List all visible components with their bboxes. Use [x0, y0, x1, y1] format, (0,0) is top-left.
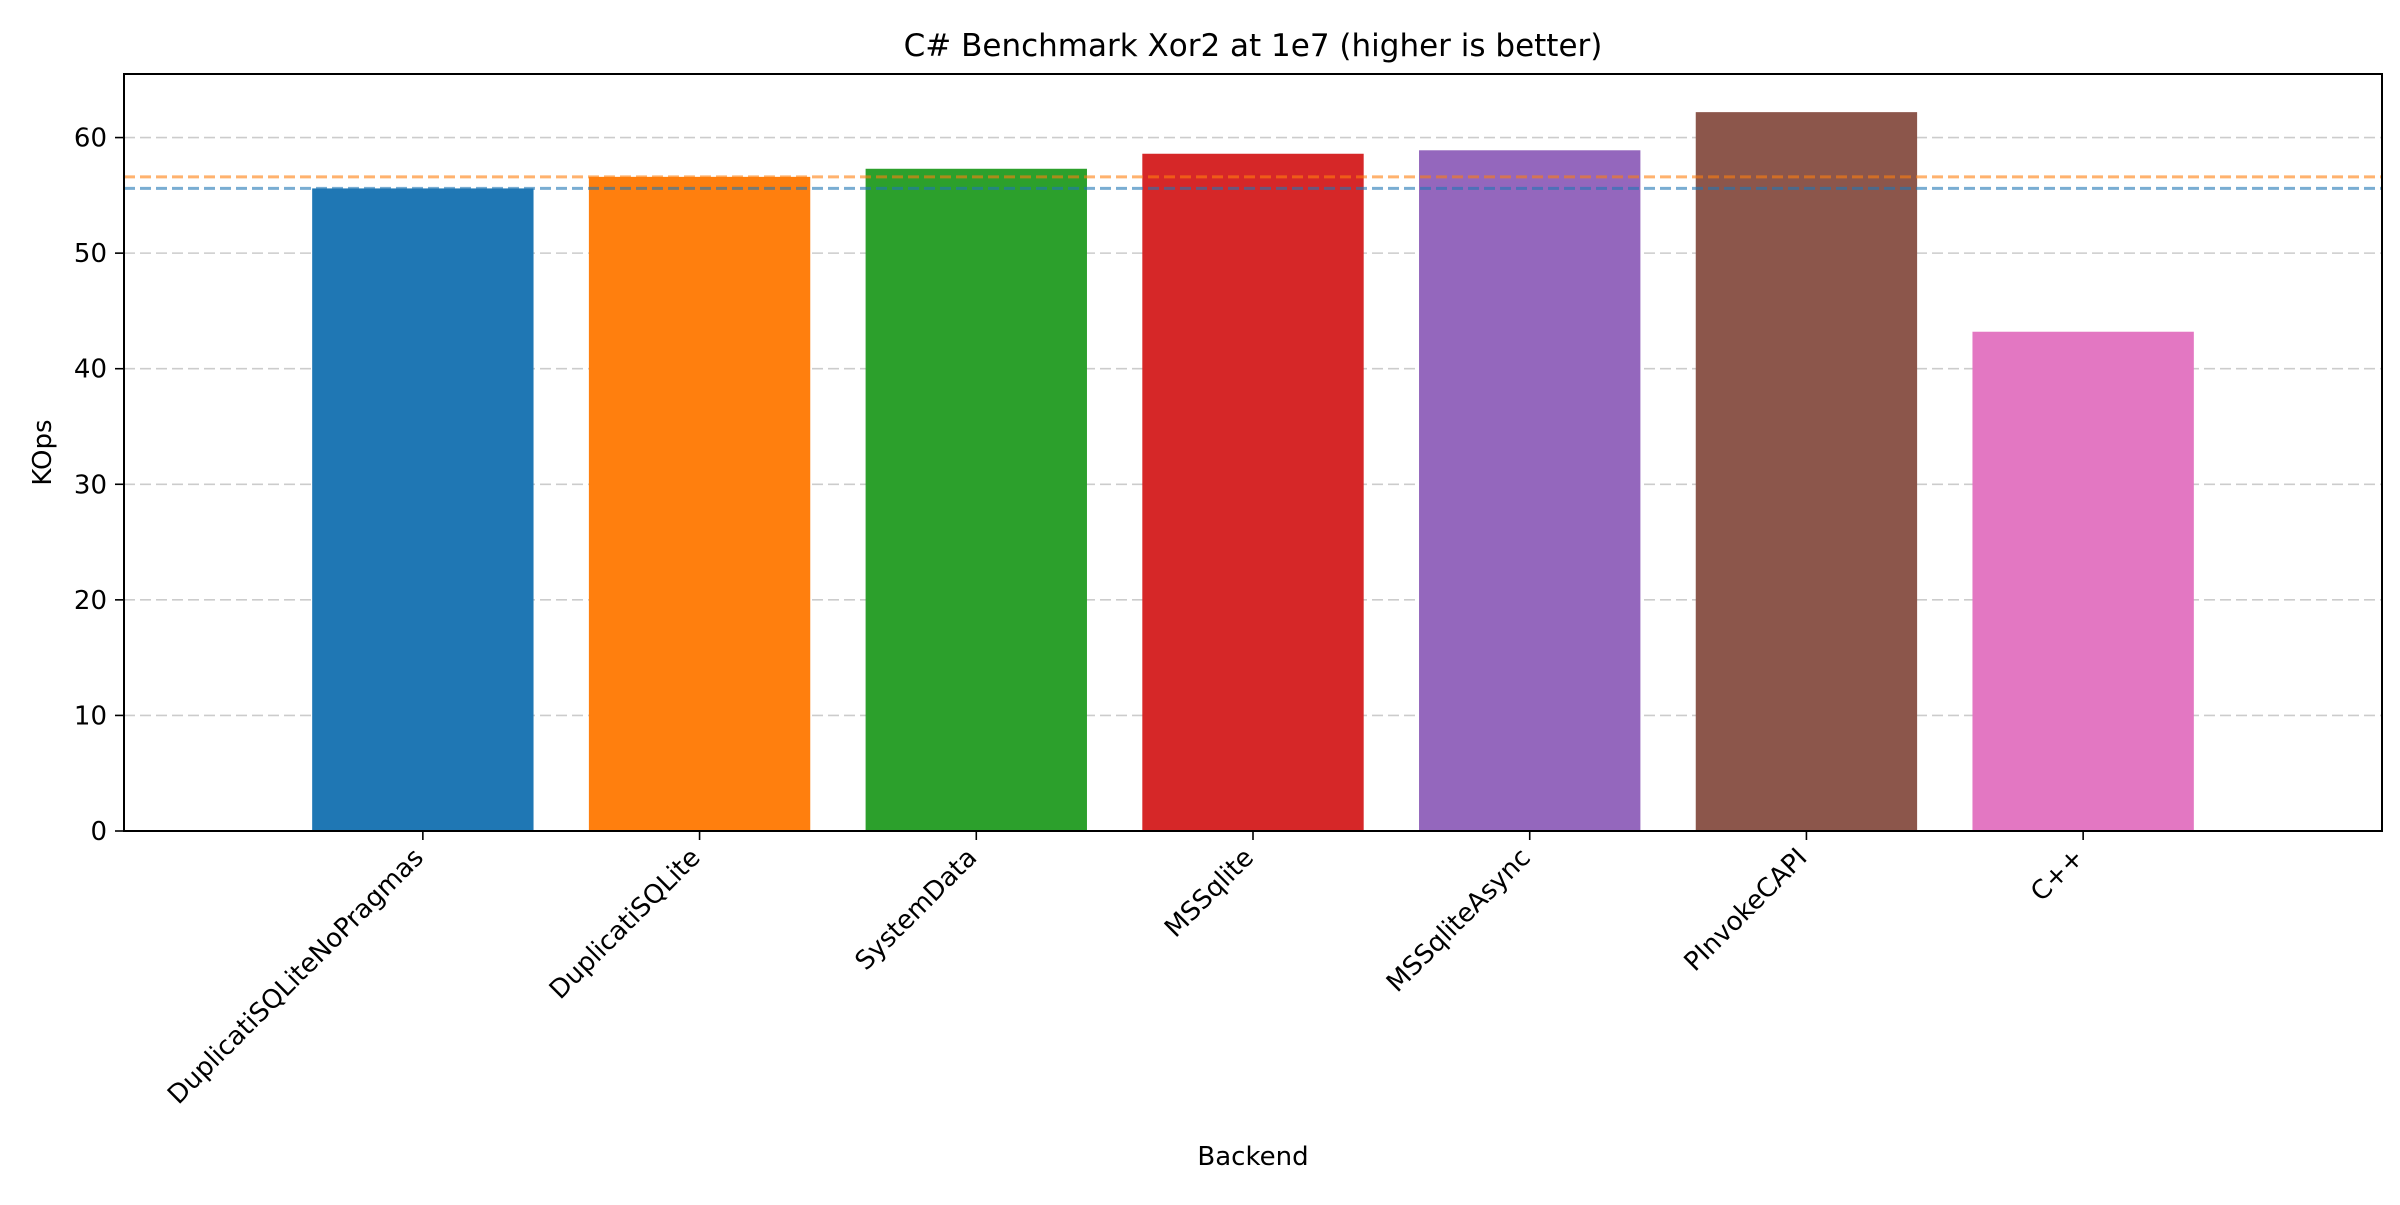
x-axis-label: Backend	[1197, 1142, 1308, 1172]
bar-mssqliteasync	[1419, 150, 1641, 832]
x-tick-label: MSSqlite	[1159, 843, 1260, 944]
chart-title: C# Benchmark Xor2 at 1e7 (higher is bett…	[904, 28, 1603, 64]
y-tick-label: 0	[90, 817, 107, 847]
y-axis-label: KOps	[28, 419, 58, 485]
y-tick-label: 30	[74, 470, 107, 500]
y-tick-label: 40	[74, 355, 107, 385]
x-tick-label: SystemData	[850, 843, 984, 977]
bar-pinvokecapi	[1695, 112, 1918, 832]
x-tick-label: DuplicatiSQLite	[544, 843, 707, 1006]
y-tick-label: 10	[74, 701, 107, 731]
reference-line-layer	[124, 175, 2382, 190]
bar-duplicatisqlite	[588, 176, 811, 831]
x-tick-label: C++	[2025, 843, 2090, 908]
bar-mssqlite	[1142, 153, 1364, 831]
bar-c-	[1972, 331, 2194, 831]
x-tick-label: DuplicatiSQLiteNoPragmas	[162, 843, 430, 1111]
bar-duplicatisqlitenopragmas	[312, 188, 534, 831]
x-tick-label: PInvokeCAPI	[1679, 843, 1814, 978]
bar-layer	[312, 112, 2194, 832]
y-tick-label: 20	[74, 586, 107, 616]
bar-systemdata	[865, 168, 1087, 831]
y-tick-label: 50	[74, 239, 107, 269]
x-tick-label: MSSqliteAsync	[1381, 843, 1537, 999]
y-tick-label: 60	[74, 124, 107, 154]
